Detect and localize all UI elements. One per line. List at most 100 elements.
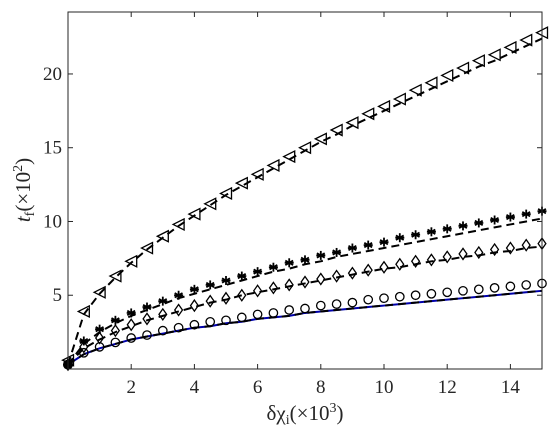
data-point-circle: [157, 325, 168, 336]
data-point-asterisk: [426, 227, 436, 237]
data-point-triangle-left: [76, 304, 90, 319]
data-point-triangle-left: [424, 76, 438, 90]
axes-box: [67, 11, 543, 370]
data-point-circle: [489, 283, 500, 293]
data-point-diamond: [363, 263, 373, 277]
data-point-diamond: [205, 294, 215, 308]
data-point-triangle-left: [503, 40, 517, 54]
data-point-circle: [142, 330, 152, 340]
data-point-triangle-left: [266, 158, 280, 172]
data-point-diamond: [474, 245, 484, 260]
data-point-asterisk: [505, 212, 515, 222]
data-point-circle: [173, 322, 184, 333]
data-point-circle: [126, 333, 137, 343]
data-point-triangle-left: [345, 116, 359, 130]
data-point-circle: [78, 347, 89, 358]
data-point-asterisk: [189, 284, 199, 294]
data-point-diamond: [79, 340, 89, 354]
data-point-asterisk: [284, 258, 294, 268]
data-point-triangle-left: [456, 61, 470, 75]
data-point-diamond: [395, 257, 405, 271]
x-tick-label: 8: [316, 377, 326, 398]
data-point-asterisk: [411, 230, 421, 240]
data-point-triangle-left: [329, 123, 343, 137]
data-point-asterisk: [142, 302, 152, 312]
data-point-circle: [94, 342, 105, 352]
data-point-circle: [331, 299, 342, 309]
data-point-diamond: [173, 303, 184, 317]
y-tick-label: 20: [43, 64, 62, 85]
data-point-asterisk: [347, 243, 357, 253]
data-point-triangle-left: [140, 241, 154, 255]
x-axis-label: δχi(×103): [267, 401, 344, 428]
data-point-circle: [189, 319, 200, 330]
data-point-triangle-left: [108, 269, 122, 283]
data-point-asterisk: [237, 271, 247, 281]
data-point-asterisk: [316, 250, 326, 260]
data-point-diamond: [158, 307, 168, 322]
data-point-circle: [268, 308, 279, 318]
data-point-asterisk: [268, 262, 278, 272]
data-point-diamond: [189, 298, 200, 313]
data-point-diamond: [410, 254, 421, 268]
data-point-circle: [394, 291, 405, 302]
data-point-triangle-left: [124, 254, 138, 268]
data-point-triangle-left: [219, 186, 233, 201]
data-point-triangle-left: [171, 217, 185, 231]
data-point-asterisk: [126, 308, 136, 318]
data-point-triangle-left: [282, 150, 296, 164]
data-point-triangle-left: [313, 132, 327, 146]
data-point-asterisk: [253, 267, 263, 277]
x-tick-label: 12: [438, 377, 457, 398]
data-point-circle: [426, 288, 437, 299]
data-point-asterisk: [379, 237, 389, 247]
data-point-circle: [521, 280, 532, 290]
data-point-circle: [221, 315, 231, 326]
data-point-asterisk: [363, 240, 373, 250]
data-point-asterisk: [300, 255, 310, 265]
y-tick-label: 15: [43, 138, 62, 159]
x-tick-label: 10: [375, 377, 394, 398]
x-tick-label: 2: [126, 377, 136, 398]
data-point-triangle-left: [471, 54, 485, 68]
data-point-diamond: [237, 288, 247, 302]
data-point-triangle-left: [203, 197, 217, 211]
data-point-circle: [205, 316, 216, 327]
data-point-triangle-left: [92, 285, 106, 299]
data-point-triangle-left: [250, 167, 264, 181]
data-point-diamond: [316, 272, 326, 286]
fit-line-solid: [67, 289, 543, 366]
data-point-asterisk: [221, 275, 231, 285]
data-point-circle: [363, 294, 374, 305]
ticks: 2 4 6 8 10 12 14 5 10 15 20: [43, 12, 542, 398]
data-point-asterisk: [158, 296, 168, 306]
data-point-diamond: [442, 250, 452, 264]
data-point-diamond: [126, 318, 136, 332]
data-point-circle: [410, 290, 421, 301]
data-point-asterisk: [521, 209, 531, 219]
data-point-circle: [505, 281, 516, 292]
data-point-triangle-left: [519, 33, 533, 47]
data-point-asterisk: [490, 215, 500, 225]
fit-line-dashed: [67, 245, 543, 366]
data-point-triangle-left: [155, 229, 169, 243]
data-point-diamond: [142, 312, 152, 326]
data-point-diamond: [331, 269, 342, 283]
data-point-diamond: [458, 247, 468, 261]
data-point-asterisk: [474, 218, 484, 228]
data-point-diamond: [300, 275, 310, 289]
data-point-diamond: [505, 241, 516, 255]
data-point-diamond: [284, 278, 294, 292]
data-point-circle: [110, 337, 121, 348]
x-tick-label: 6: [253, 377, 263, 398]
data-point-asterisk: [332, 247, 342, 257]
data-point-circle: [236, 312, 247, 323]
y-tick-label: 5: [53, 285, 63, 306]
data-point-circle: [379, 293, 389, 304]
data-point-triangle-left: [377, 99, 391, 113]
fit-line-dashed: [67, 289, 543, 366]
data-point-circle: [300, 303, 310, 314]
data-point-triangle-left: [487, 48, 501, 62]
data-point-circle: [284, 305, 295, 315]
